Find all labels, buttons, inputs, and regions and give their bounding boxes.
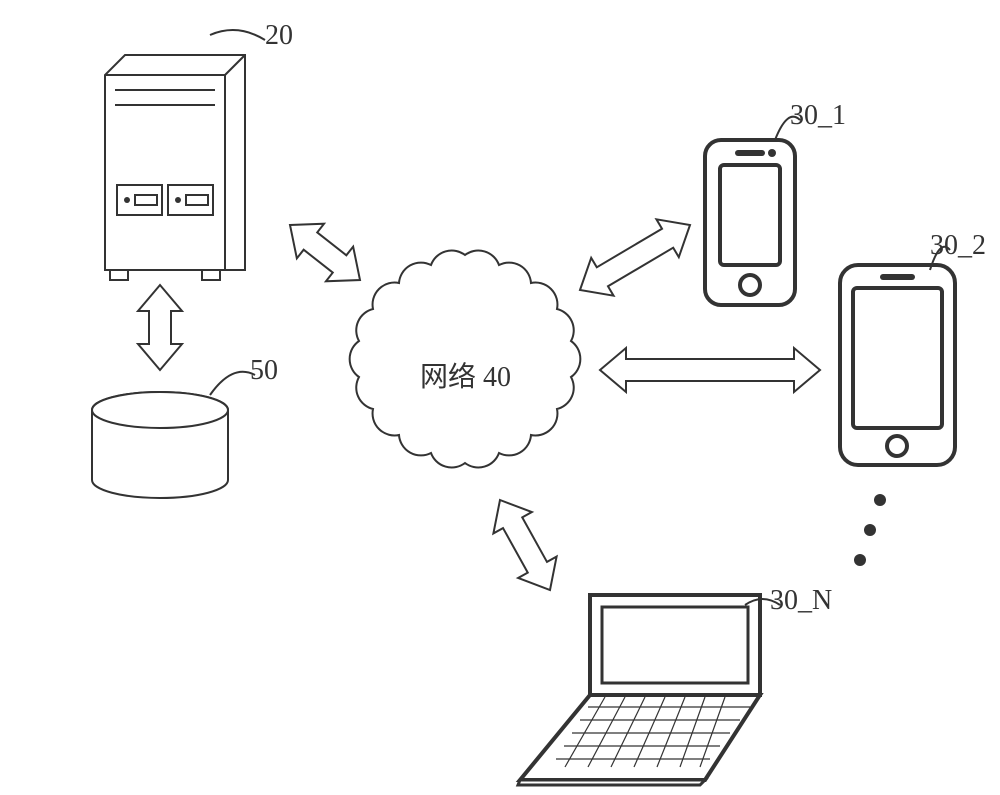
phone2-label: 30_2 xyxy=(930,230,986,262)
phone1-label: 30_1 xyxy=(790,100,846,132)
database-label: 50 xyxy=(250,355,278,387)
laptop-label: 30_N xyxy=(770,585,832,617)
arrows-layer xyxy=(0,0,1000,795)
server-label: 20 xyxy=(265,20,293,52)
